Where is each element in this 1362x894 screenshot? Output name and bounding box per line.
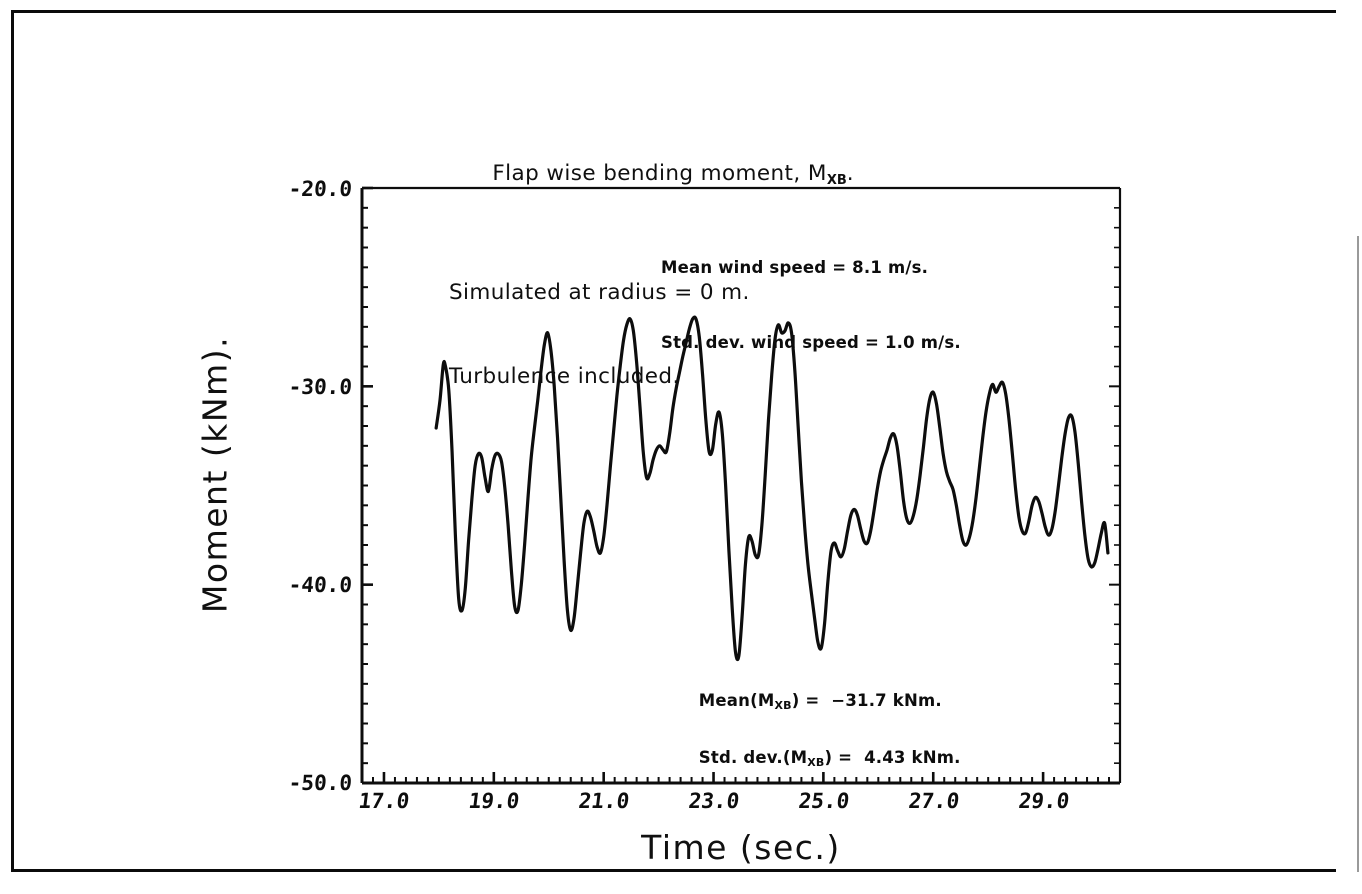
figure-title-line-1-text: Flap wise bending moment, M <box>492 161 827 186</box>
std-moment-prefix: Std. dev.(M <box>698 748 808 767</box>
figure-title-line-1: Flap wise bending moment, MXB. <box>449 132 854 223</box>
mean-wind-speed-text: Mean wind speed = 8.1 m/s. <box>661 258 929 277</box>
axis-ticks <box>361 186 1121 785</box>
std-wind-speed-text: Std. dev. wind speed = 1.0 m/s. <box>661 333 961 352</box>
mean-moment-subscript: XB <box>774 699 792 712</box>
std-moment-suffix: ) = 4.43 kNm. <box>824 748 961 767</box>
std-moment-subscript: XB <box>807 756 825 769</box>
page-border-bottom <box>11 869 1336 872</box>
page-border-right <box>1357 236 1359 872</box>
figure-title-line-3: Turbulence included. <box>449 364 680 389</box>
mean-moment-suffix: ) = −31.7 kNm. <box>791 691 942 710</box>
figure-title-subscript: XB <box>826 173 847 188</box>
x-axis-title: Time (sec.) <box>641 828 841 867</box>
mean-moment-annotation: Mean(MXB) = −31.7 kNm. <box>675 672 942 731</box>
std-moment-annotation: Std. dev.(MXB) = 4.43 kNm. <box>675 729 961 788</box>
mean-moment-prefix: Mean(M <box>698 691 775 710</box>
figure-title-line-2: Simulated at radius = 0 m. <box>449 280 750 305</box>
page-border-left <box>11 10 14 872</box>
figure-title-line-1-suffix: . <box>846 161 854 186</box>
page-border-top <box>11 10 1336 13</box>
data-series-line <box>434 315 1110 662</box>
figure-title: Flap wise bending moment, MXB. Simulated… <box>449 76 854 447</box>
wind-annotation: Mean wind speed = 8.1 m/s. Std. dev. win… <box>661 205 961 405</box>
